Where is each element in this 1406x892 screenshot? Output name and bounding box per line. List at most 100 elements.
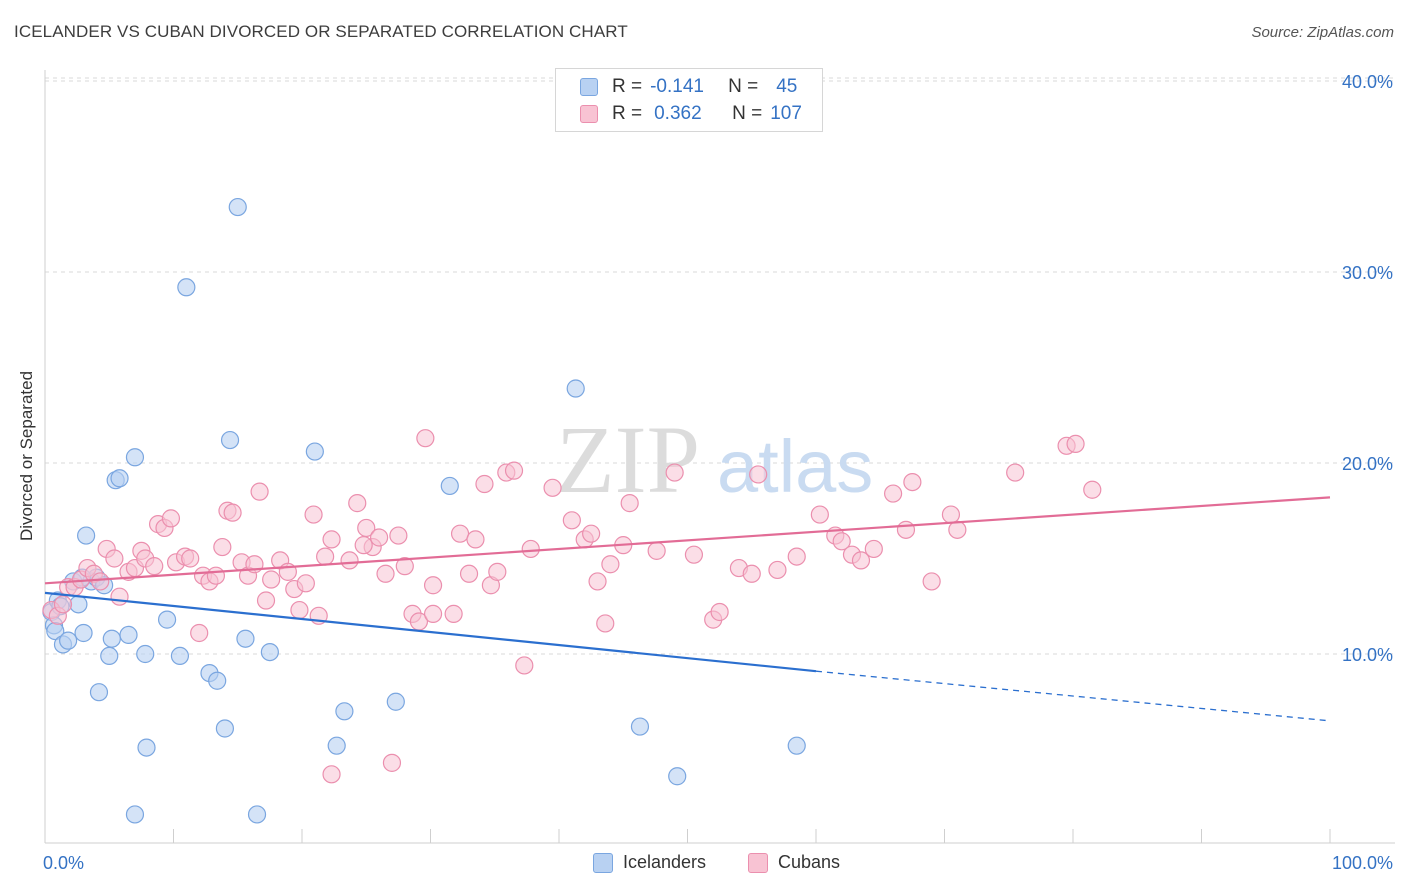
cubans-point [1066, 434, 1085, 453]
cubans-points [42, 429, 1102, 784]
cubans-point [296, 574, 315, 593]
icelanders-trend-extension [815, 670, 1331, 722]
x-tick-label-max: 100.0% [1332, 853, 1393, 873]
cubans-point [304, 505, 323, 524]
cubans-point [290, 600, 309, 620]
chart-title: ICELANDER VS CUBAN DIVORCED OR SEPARATED… [14, 22, 628, 41]
cubans-point [459, 564, 479, 583]
cubans-point [105, 549, 124, 568]
icelanders-legend-swatch [593, 852, 613, 873]
cubans-point [161, 509, 181, 528]
cubans-point [354, 536, 373, 555]
cubans-point [423, 604, 443, 623]
cubans-point [883, 484, 903, 503]
cubans-point [376, 564, 395, 583]
icelanders-point [77, 526, 96, 545]
r-label: R = [612, 103, 643, 124]
icelanders-point [260, 642, 279, 662]
cubans-point [665, 463, 684, 482]
cubans-point [340, 551, 359, 570]
cubans-point [256, 591, 276, 610]
legend-row-icelanders: R = -0.141 N = 45 [580, 75, 797, 99]
cubans-point [206, 566, 226, 585]
cubans-legend-swatch [748, 852, 768, 873]
icelanders-trend-line [44, 591, 817, 673]
cubans-point [948, 520, 967, 539]
cubans-point [515, 656, 534, 675]
cubans-point [110, 587, 129, 606]
cubans-legend-label: Cubans [778, 852, 841, 872]
cubans-point [851, 551, 871, 570]
icelanders-point [89, 683, 109, 702]
cubans-point [521, 539, 540, 559]
cubans-point [562, 511, 581, 530]
icelanders-point [110, 469, 129, 488]
icelanders-point [125, 448, 145, 467]
n-label: N = [732, 103, 763, 124]
cubans-point [684, 545, 704, 564]
icelanders-point [119, 625, 138, 645]
icelanders-point [170, 646, 190, 666]
cubans-point [941, 505, 961, 524]
correlation-legend: R = -0.141 N = 45 R = 0.362 N = 107 [555, 68, 823, 132]
cubans-point [444, 604, 463, 623]
cubans-point [710, 602, 729, 622]
icelanders-point [335, 702, 354, 721]
cubans-point [1006, 463, 1025, 482]
icelanders-point [668, 767, 687, 786]
icelanders-point [102, 629, 121, 648]
cubans-trend-line [44, 496, 1331, 585]
axis-tick-labels: 10.0% 20.0% 30.0% 40.0% 0.0% 100.0% [43, 72, 1393, 873]
watermark: ZIP atlas [556, 406, 873, 513]
cubans-point [647, 541, 666, 560]
trend-lines [44, 496, 1331, 722]
cubans-point [582, 524, 601, 543]
cubans-point [488, 562, 507, 581]
cubans-point [145, 557, 164, 576]
cubans-point [322, 765, 341, 784]
cubans-point [370, 528, 389, 547]
cubans-point [348, 494, 367, 513]
icelanders-point [69, 595, 88, 614]
icelanders-point [440, 476, 459, 496]
cubans-point [389, 526, 408, 545]
cubans-point [742, 564, 761, 583]
n-value: 45 [776, 76, 798, 97]
icelanders-swatch [580, 78, 598, 96]
cubans-point [596, 614, 615, 633]
cubans-point [543, 478, 562, 497]
cubans-point [896, 520, 916, 539]
cubans-point [450, 524, 470, 543]
cubans-point [768, 560, 787, 580]
cubans-point [475, 474, 494, 494]
icelanders-point [228, 197, 247, 217]
icelanders-point [630, 717, 650, 736]
cubans-point [91, 572, 110, 591]
r-value: 0.362 [654, 103, 702, 124]
icelanders-point [59, 631, 78, 650]
y-tick-label: 20.0% [1342, 454, 1393, 474]
icelanders-point [125, 805, 145, 824]
icelanders-point [208, 671, 227, 690]
icelanders-point [220, 430, 240, 450]
cubans-point [588, 572, 607, 591]
icelanders-point [327, 736, 346, 755]
cubans-point [903, 473, 922, 492]
cubans-point [416, 429, 435, 448]
icelanders-point [247, 805, 267, 824]
cubans-point [1083, 480, 1102, 499]
icelanders-point [386, 692, 405, 711]
y-tick-label: 40.0% [1342, 72, 1393, 92]
icelanders-point [74, 623, 93, 643]
cubans-point [382, 753, 402, 772]
icelanders-point [305, 442, 324, 461]
icelanders-point [566, 379, 585, 398]
y-tick-label: 10.0% [1342, 645, 1393, 665]
cubans-point [250, 482, 269, 501]
cubans-point [832, 532, 851, 551]
cubans-point [864, 539, 883, 559]
cubans-point [787, 547, 806, 566]
legend-item-icelanders: Icelanders [593, 852, 706, 873]
cubans-point [223, 503, 242, 522]
